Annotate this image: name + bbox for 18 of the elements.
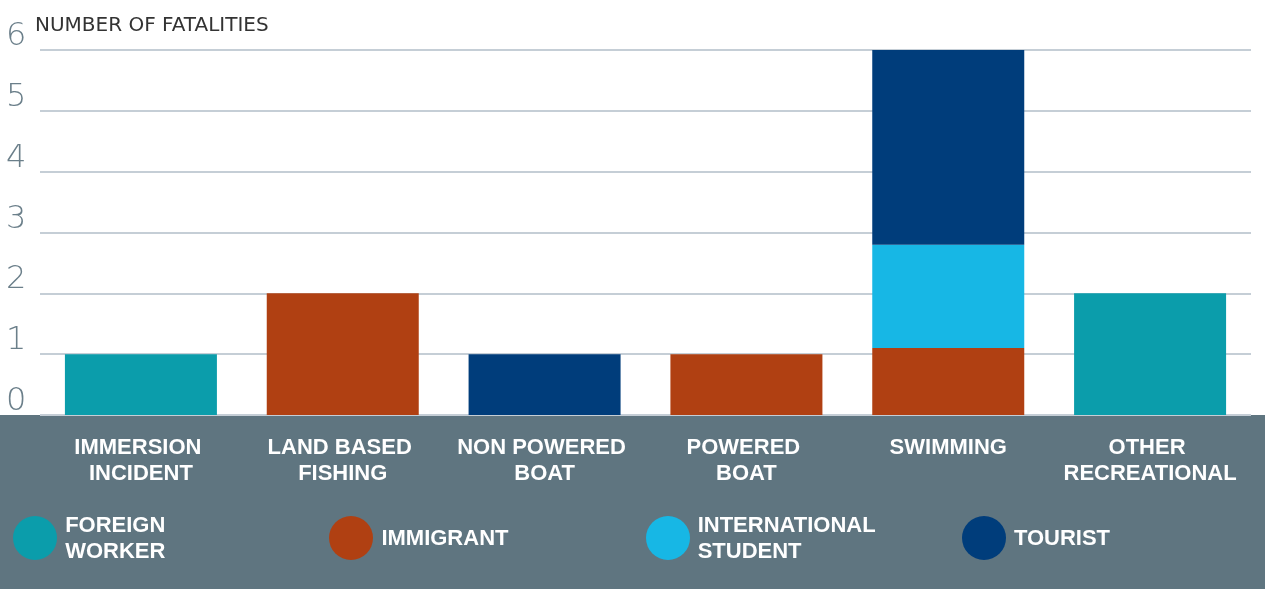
y-tick-label: 6 <box>6 15 27 53</box>
x-tick-label: LAND BASED FISHING <box>267 433 418 485</box>
y-axis-title: NUMBER OF FATALITIES <box>35 12 269 36</box>
y-tick-label: 3 <box>6 197 27 236</box>
legend-label: IMMIGRANT <box>381 525 510 551</box>
x-tick-label: IMMERSION INCIDENT <box>74 433 208 485</box>
x-tick-label: OTHER RECREATIONAL <box>1063 433 1237 485</box>
y-tick-label: 4 <box>6 136 27 175</box>
x-tick-label: NON POWERED BOAT <box>457 433 632 485</box>
x-tick-label: POWERED BOAT <box>686 433 807 485</box>
x-tick-label: SWIMMING <box>889 433 1007 459</box>
legend-label: INTERNATIONAL STUDENT <box>697 512 876 564</box>
y-tick-label: 0 <box>6 380 27 418</box>
legend-label: TOURIST <box>1013 525 1112 551</box>
y-tick-label: 2 <box>6 258 27 297</box>
legend-label: FOREIGN WORKER <box>65 512 167 564</box>
y-tick-label: 1 <box>6 319 27 358</box>
y-tick-label: 5 <box>6 75 27 114</box>
